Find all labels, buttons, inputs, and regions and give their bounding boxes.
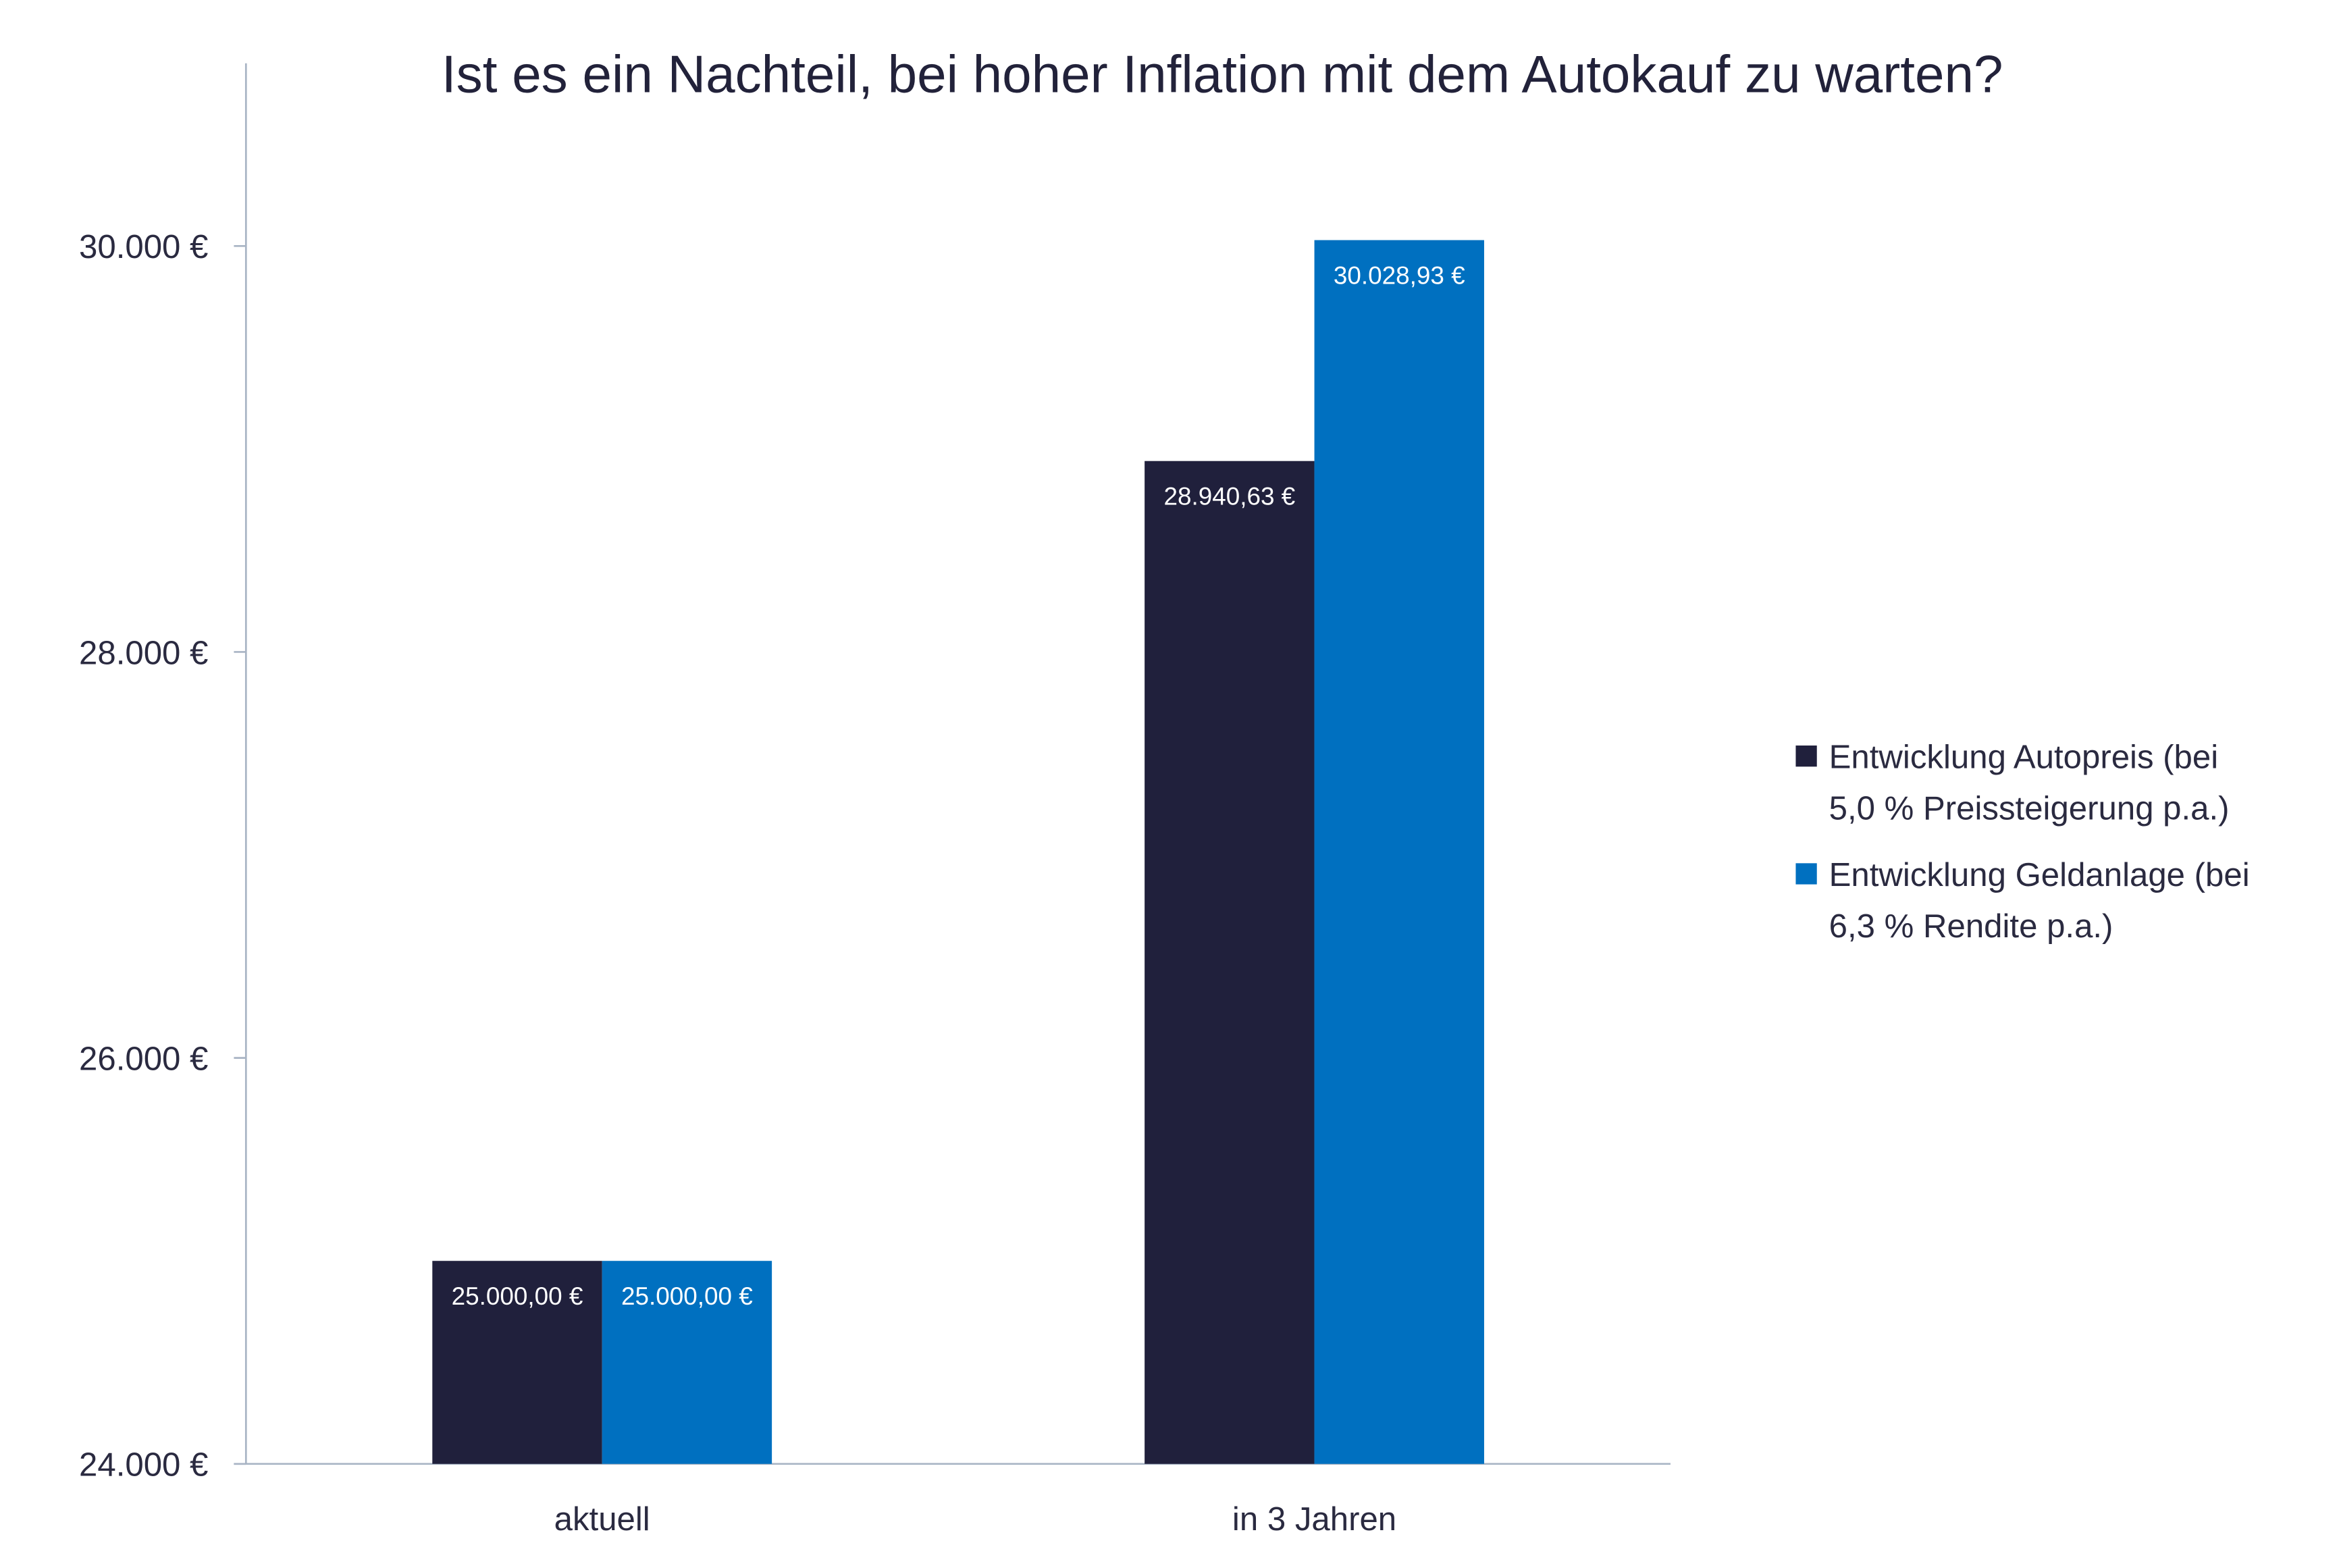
y-tick-label: 24.000 € [79,1446,208,1484]
legend-label: Entwicklung Geldanlage (bei [1829,856,2250,893]
legend-label: 5,0 % Preissteigerung p.a.) [1829,790,2230,827]
x-tick-label: aktuell [554,1500,650,1538]
y-tick-label: 26.000 € [79,1041,208,1078]
bar-series2-1 [1314,240,1484,1464]
legend-label: 6,3 % Rendite p.a.) [1829,908,2113,945]
data-label: 30.028,93 € [1334,261,1465,289]
data-label: 28.940,63 € [1163,483,1295,511]
data-label: 25.000,00 € [621,1282,753,1310]
chart-title: Ist es ein Nachteil, bei hoher Inflation… [442,44,2003,103]
bar-series2-0 [602,1261,772,1464]
x-tick-label: in 3 Jahren [1232,1500,1396,1538]
legend-swatch [1795,863,1817,885]
data-label: 25.000,00 € [452,1282,583,1310]
y-tick-label: 28.000 € [79,634,208,671]
bar-series1-1 [1145,461,1315,1464]
bar-series1-0 [432,1261,602,1464]
y-tick-label: 30.000 € [79,228,208,265]
legend-swatch [1795,746,1817,767]
legend-label: Entwicklung Autopreis (bei [1829,739,2219,776]
